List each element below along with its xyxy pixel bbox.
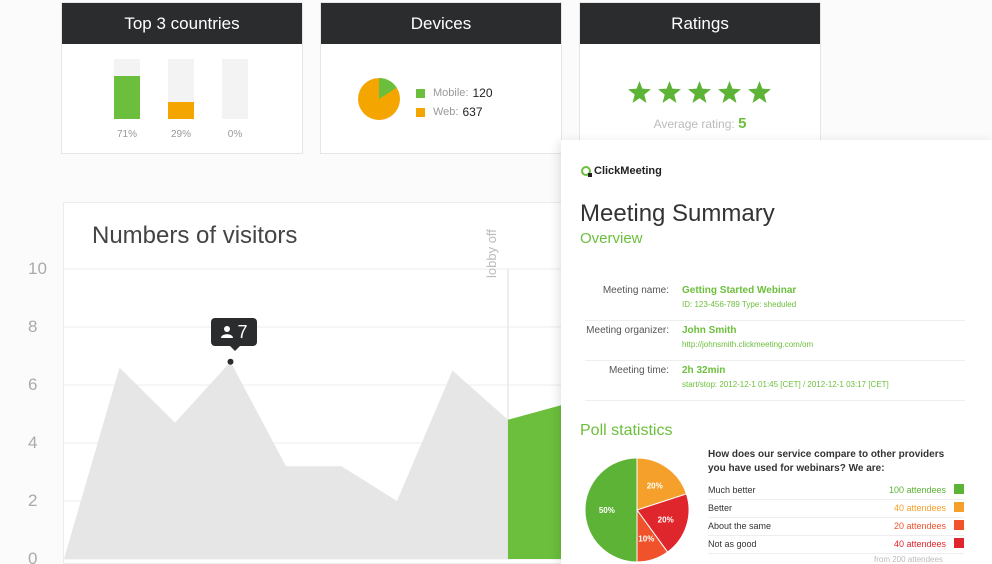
poll-row: Not as good 40 attendees <box>708 536 964 554</box>
logo-text: ClickMeeting <box>594 165 662 177</box>
poll-row: About the same 20 attendees <box>708 518 964 536</box>
info-value: Getting Started Webinar <box>682 285 797 296</box>
poll-answer: About the same <box>708 521 772 531</box>
y-tick-label: 2 <box>28 491 38 510</box>
visitors-area-green <box>508 405 561 559</box>
poll-swatch <box>954 520 964 530</box>
mobile-swatch <box>416 88 425 98</box>
poll-pie-label: 10% <box>638 535 654 544</box>
visitor-tooltip: 7 <box>211 318 257 351</box>
star-icon <box>748 81 771 103</box>
poll-title: Poll statistics <box>580 422 673 439</box>
web-value: 637 <box>462 105 483 119</box>
star-icon <box>658 81 681 103</box>
country-pct-1: 71% <box>116 129 137 140</box>
country-bar-2 <box>168 59 194 119</box>
poll-pie-slice <box>584 457 638 563</box>
y-tick-label: 10 <box>28 259 47 278</box>
logo-icon <box>581 166 592 177</box>
card-title: Devices <box>321 3 561 44</box>
country-bar-fill <box>168 101 194 119</box>
info-label: Meeting name: <box>602 285 669 296</box>
y-tick-label: 6 <box>28 375 38 394</box>
poll-pie-slice <box>636 457 688 511</box>
legend-mobile: Mobile: 120 <box>416 86 493 100</box>
star-icon <box>718 81 741 103</box>
info-label: Meeting time: <box>608 365 669 376</box>
poll-row: Better 40 attendees <box>708 500 964 518</box>
y-tick-label: 8 <box>28 317 38 336</box>
poll-swatch <box>954 538 964 548</box>
star-icon <box>688 81 711 103</box>
info-value: John Smith <box>682 325 737 336</box>
poll-footer: from 200 attendees <box>874 555 943 564</box>
info-row-name: Meeting name: Getting Started Webinar ID… <box>585 281 965 321</box>
mobile-label: Mobile: <box>433 87 469 99</box>
poll-question: How does our service compare to other pr… <box>708 449 945 474</box>
y-tick-label: 0 <box>28 549 38 564</box>
poll-count: 100 attendees <box>888 485 946 495</box>
poll-pie-label: 20% <box>647 482 663 491</box>
info-label: Meeting organizer: <box>586 325 669 336</box>
legend-web: Web: 637 <box>416 105 483 119</box>
poll-pie-slice <box>636 508 669 563</box>
visitors-area-grey <box>64 361 508 559</box>
web-label: Web: <box>433 106 459 118</box>
y-tick-label: 4 <box>28 433 38 452</box>
poll-answer: Better <box>708 503 733 513</box>
top-countries-card: Top 3 countries 71% 29% 0% <box>61 2 303 154</box>
devices-card: Devices Mobile: 120 Web: 637 <box>320 2 562 154</box>
poll-pie-label: 50% <box>599 506 615 515</box>
poll-pie-slice <box>636 493 690 553</box>
info-value: 2h 32min <box>682 365 726 376</box>
tooltip-value: 7 <box>237 321 248 342</box>
poll-pie-label: 20% <box>658 515 674 524</box>
poll-count: 40 attendees <box>893 539 946 549</box>
country-bar-1 <box>114 59 140 119</box>
info-meta: ID: 123-456-789 Type: sheduled <box>682 300 797 309</box>
meeting-summary-panel: ClickMeeting Meeting Summary Overview Me… <box>561 140 992 564</box>
average-value: 5 <box>738 115 747 132</box>
poll-answer: Much better <box>708 485 756 495</box>
average-rating: Average rating: 5 <box>580 115 820 132</box>
mobile-value: 120 <box>472 86 493 100</box>
devices-pie <box>358 78 400 120</box>
country-pct-3: 0% <box>227 129 243 140</box>
poll-swatch <box>954 502 964 512</box>
poll-answer: Not as good <box>708 539 757 549</box>
country-pct-2: 29% <box>170 129 191 140</box>
average-label: Average rating: <box>653 117 735 131</box>
summary-subtitle: Overview <box>580 230 643 247</box>
organizer-link[interactable]: http://johnsmith.clickmeeting.com/om <box>682 340 814 349</box>
visitor-point-marker <box>227 358 234 365</box>
chart-title: Numbers of visitors <box>92 222 298 249</box>
info-row-time: Meeting time: 2h 32min start/stop: 2012-… <box>585 361 965 401</box>
info-meta: start/stop: 2012-12-1 01:45 [CET] / 2012… <box>682 380 889 389</box>
clickmeeting-logo: ClickMeeting <box>581 165 662 177</box>
poll-count: 40 attendees <box>893 503 946 513</box>
poll-pie: 50% 20% 20% 10% <box>584 457 690 563</box>
pie-mobile-slice <box>379 78 397 99</box>
country-bar-3 <box>222 59 248 119</box>
country-bar-fill <box>114 76 140 119</box>
poll-count: 20 attendees <box>893 521 946 531</box>
card-title: Ratings <box>580 3 820 44</box>
star-icon <box>628 81 651 103</box>
poll-swatch <box>954 484 964 494</box>
card-title: Top 3 countries <box>62 3 302 44</box>
lobby-off-label: lobby off <box>484 229 499 278</box>
web-swatch <box>416 107 425 117</box>
rating-stars <box>628 81 771 103</box>
poll-row: Much better 100 attendees <box>708 482 964 500</box>
info-row-organizer: Meeting organizer: John Smith http://joh… <box>585 321 965 361</box>
summary-title: Meeting Summary <box>580 200 775 227</box>
user-icon <box>221 326 234 338</box>
